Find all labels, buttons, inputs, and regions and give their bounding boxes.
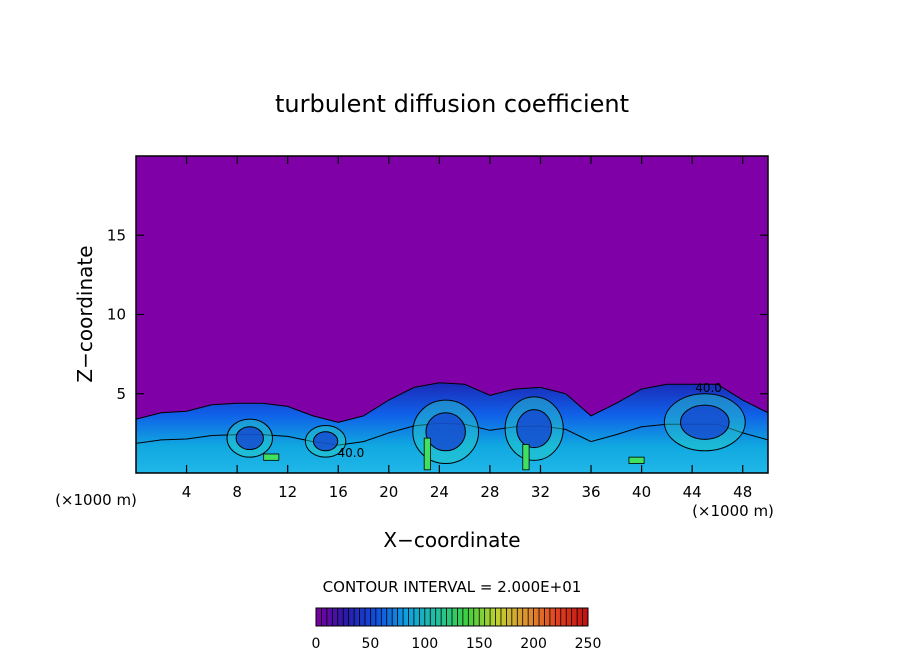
boundary-layer-field: 40.0 40.0 xyxy=(136,381,768,473)
colorbar-tick-label: 200 xyxy=(520,636,547,652)
eddy-core xyxy=(312,431,339,452)
x-tick-label: 32 xyxy=(531,483,550,501)
eddy-core xyxy=(235,426,264,451)
x-tick-label: 4 xyxy=(182,483,192,501)
colorbar-tick-label: 50 xyxy=(361,636,379,652)
colorbar-tick-label: 250 xyxy=(575,636,602,652)
high-diffusion-streak xyxy=(628,456,645,464)
x-tick-label: 12 xyxy=(278,483,297,501)
colorbar-divisions xyxy=(321,608,583,626)
chart-title: turbulent diffusion coefficient xyxy=(275,90,629,118)
x-tick-label: 48 xyxy=(733,483,752,501)
x-unit-label-left: (×1000 m) xyxy=(55,491,137,509)
x-tick-label: 8 xyxy=(232,483,242,501)
x-tick-label: 24 xyxy=(430,483,449,501)
y-tick-label: 10 xyxy=(107,306,126,324)
x-tick-label: 28 xyxy=(480,483,499,501)
x-unit-label-right: (×1000 m) xyxy=(692,502,774,520)
x-tick-label: 20 xyxy=(379,483,398,501)
x-tick-label: 16 xyxy=(329,483,348,501)
y-tick-label: 5 xyxy=(116,385,126,403)
colorbar-ticks: 0 50 100 150 200 250 xyxy=(312,636,602,652)
contour-value-label: 40.0 xyxy=(695,381,722,395)
colorbar-tick-label: 0 xyxy=(312,636,321,652)
high-diffusion-streak xyxy=(263,453,280,461)
eddy-core xyxy=(516,409,553,449)
colorbar-tick-label: 100 xyxy=(411,636,438,652)
contour-value-label: 40.0 xyxy=(338,446,365,460)
x-axis-ticks: 4 8 12 16 20 24 28 32 36 40 44 48 xyxy=(182,156,752,501)
x-axis-label: X−coordinate xyxy=(383,528,520,552)
y-tick-label: 15 xyxy=(107,226,126,244)
x-tick-label: 44 xyxy=(683,483,702,501)
contour-interval-label: CONTOUR INTERVAL = 2.000E+01 xyxy=(323,578,582,596)
y-axis-ticks: 5 10 15 xyxy=(107,226,768,403)
eddy-core xyxy=(425,412,466,452)
high-diffusion-streak xyxy=(522,444,530,471)
eddy-core xyxy=(680,404,730,440)
high-diffusion-streak xyxy=(423,437,431,471)
colorbar-tick-label: 150 xyxy=(466,636,493,652)
x-tick-label: 40 xyxy=(632,483,651,501)
y-axis-label: Z−coordinate xyxy=(73,245,97,382)
x-tick-label: 36 xyxy=(581,483,600,501)
